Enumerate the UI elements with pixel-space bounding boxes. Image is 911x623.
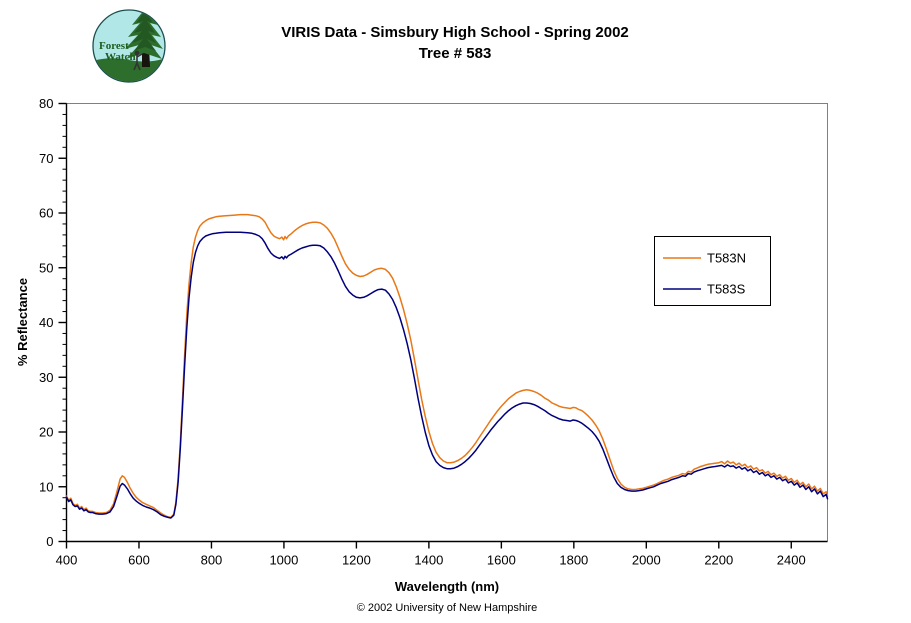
y-tick-label: 10 [39, 479, 53, 494]
series-line-t583s [65, 231, 829, 519]
legend-label-t583s: T583S [707, 282, 746, 297]
x-tick-label: 1800 [559, 553, 588, 568]
logo-tree-icon [125, 10, 163, 67]
x-axis-ticks: 400 600 800 1000 1200 1400 1600 1800 2000 2200 240… [56, 541, 806, 568]
legend: T583N T583S [654, 236, 771, 306]
chart-subtitle: Tree # 583 [419, 45, 492, 62]
x-tick-label: 1000 [269, 553, 298, 568]
x-tick-label: 400 [56, 553, 78, 568]
y-tick-label: 20 [39, 425, 53, 440]
y-axis-label: % Reflectance [15, 278, 30, 366]
x-tick-label: 2200 [704, 553, 733, 568]
y-tick-label: 0 [46, 534, 53, 549]
plot-border [66, 103, 828, 542]
y-tick-label: 40 [39, 315, 53, 330]
plot-series [65, 213, 829, 519]
y-tick-label: 30 [39, 370, 53, 385]
legend-label-t583n: T583N [707, 251, 746, 266]
chart-title: VIRIS Data - Simsbury High School - Spri… [281, 24, 629, 41]
legend-box [654, 236, 771, 306]
y-axis-ticks: 0 10 20 30 40 50 60 70 80 [39, 96, 67, 549]
copyright-text: © 2002 University of New Hampshire [357, 602, 538, 614]
logo-person-icon [133, 50, 143, 71]
x-axis-label: Wavelength (nm) [395, 579, 499, 594]
axes-lines [65, 103, 828, 543]
x-tick-label: 1400 [414, 553, 443, 568]
x-tick-label: 800 [201, 553, 223, 568]
y-tick-label: 80 [39, 96, 53, 111]
x-tick-label: 600 [128, 553, 150, 568]
y-tick-label: 60 [39, 206, 53, 221]
x-tick-label: 1200 [342, 553, 371, 568]
logo-text-watch: Watch [105, 51, 136, 63]
x-tick-label: 2400 [777, 553, 806, 568]
y-tick-label: 50 [39, 260, 53, 275]
x-tick-label: 1600 [487, 553, 516, 568]
y-tick-label: 70 [39, 151, 53, 166]
forestwatch-logo: Forest Watch [92, 9, 166, 83]
logo-text-forest: Forest [99, 40, 129, 52]
x-tick-label: 2000 [632, 553, 661, 568]
